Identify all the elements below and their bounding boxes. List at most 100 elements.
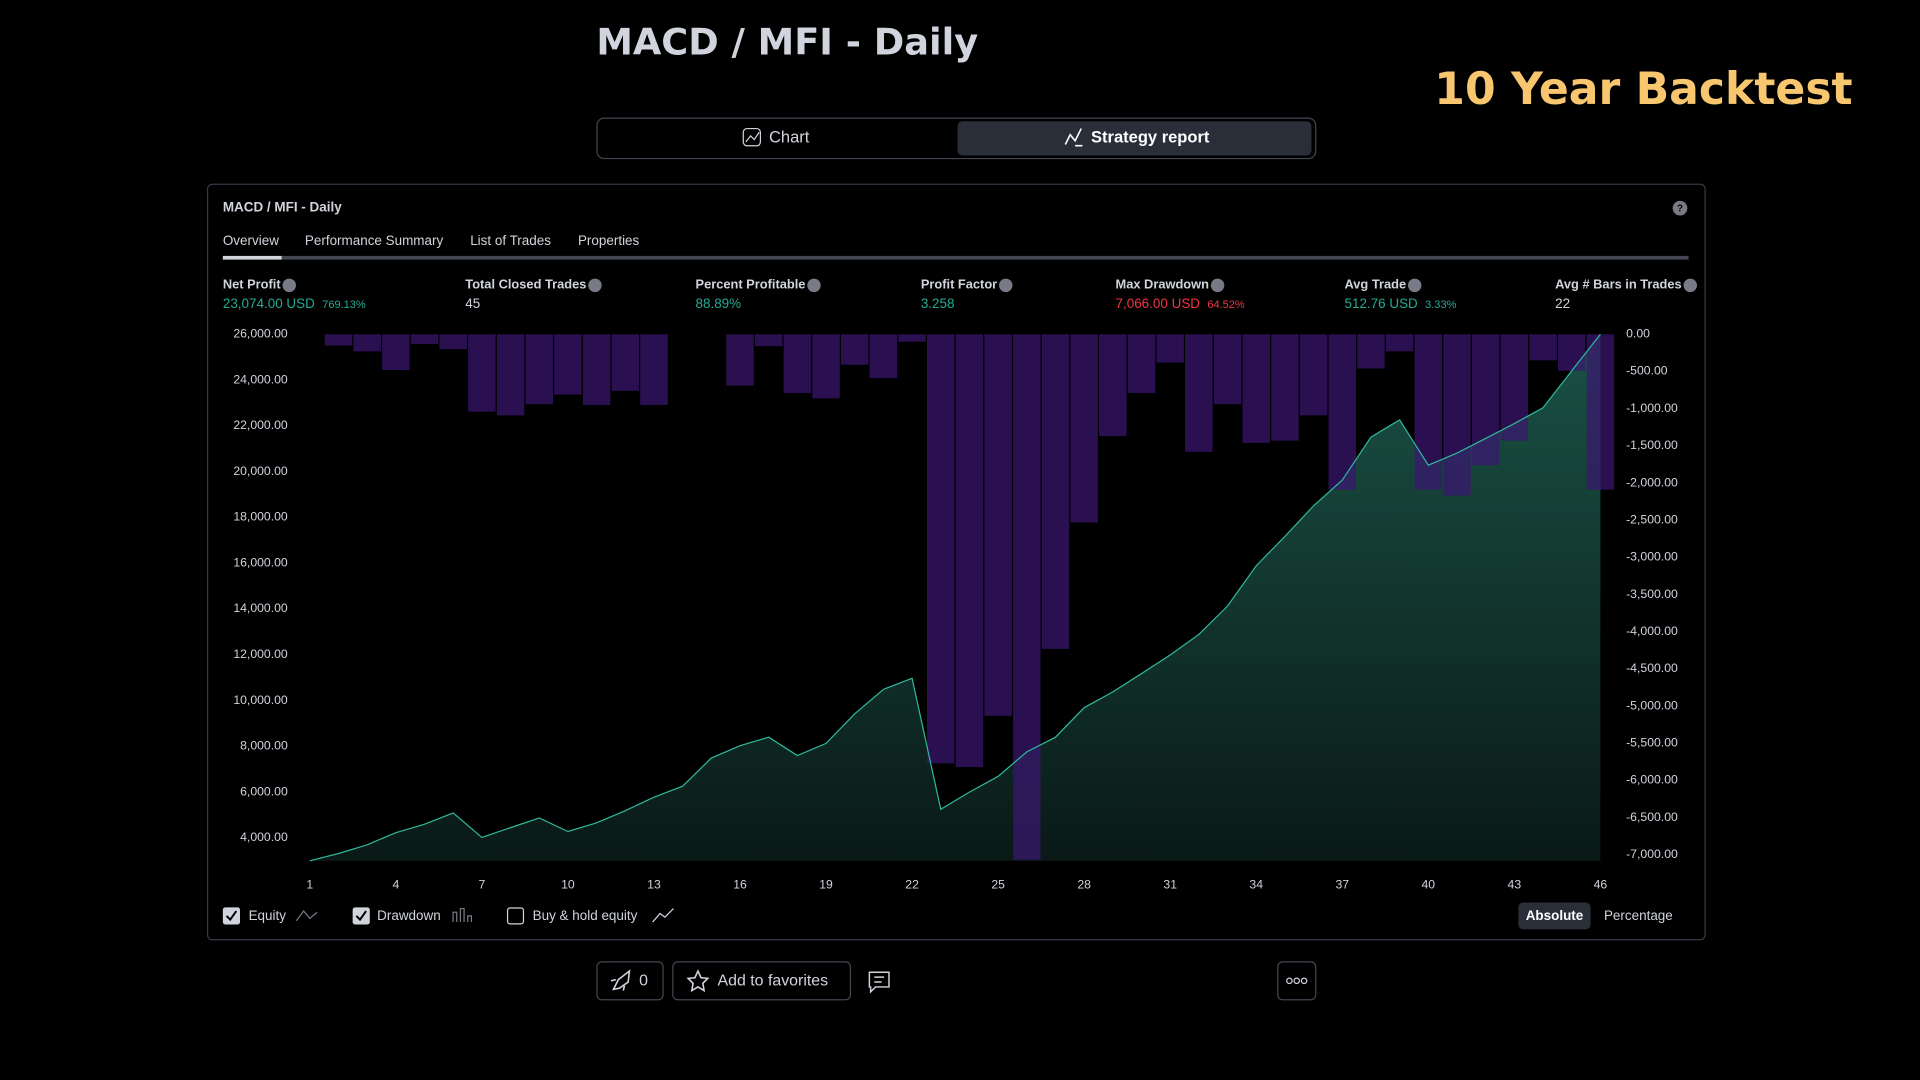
- y2-tick-label: -2,500.00: [1626, 512, 1678, 526]
- y-tick-label: 26,000.00: [233, 327, 288, 341]
- buy-hold-toggle[interactable]: Buy & hold equity: [506, 907, 674, 925]
- chart-tab[interactable]: Chart: [600, 121, 955, 155]
- y2-tick-label: -500.00: [1626, 364, 1668, 378]
- legend-label: Buy & hold equity: [533, 908, 638, 923]
- more-button[interactable]: [1277, 961, 1317, 1001]
- help-icon[interactable]: [1672, 200, 1688, 216]
- legend-label: Equity: [249, 908, 287, 923]
- y2-tick-label: -5,000.00: [1626, 698, 1678, 712]
- drawdown-bar: [783, 334, 812, 394]
- drawdown-toggle[interactable]: Drawdown: [352, 907, 473, 925]
- drawdown-bar: [1471, 334, 1500, 466]
- y2-tick-label: -1,000.00: [1626, 401, 1678, 415]
- info-icon: [999, 278, 1013, 293]
- strategy-icon: [1064, 128, 1083, 147]
- checkbox-checked[interactable]: [222, 907, 240, 925]
- stat-extra: 3.33%: [1425, 299, 1456, 311]
- drawdown-bar: [1500, 334, 1529, 441]
- y-tick-label: 10,000.00: [233, 693, 288, 707]
- drawdown-bar: [869, 334, 898, 379]
- x-tick-label: 22: [905, 878, 919, 892]
- rocket-icon: [610, 969, 631, 991]
- drawdown-bar: [1385, 334, 1414, 352]
- stat-extra: 64.52%: [1207, 299, 1245, 311]
- x-tick-label: 4: [392, 878, 399, 892]
- x-tick-label: 37: [1335, 878, 1349, 892]
- legend-label: Drawdown: [377, 908, 441, 923]
- equity-line: [309, 333, 1601, 862]
- info-icon: [1683, 278, 1698, 293]
- y-tick-label: 12,000.00: [233, 647, 288, 661]
- drawdown-bar: [1041, 334, 1070, 649]
- info-icon: [1210, 278, 1225, 293]
- check-mark: [225, 910, 238, 922]
- stat-extra: 769.13%: [322, 299, 366, 311]
- x-tick-label: 16: [733, 878, 747, 892]
- x-tick-label: 13: [647, 878, 661, 892]
- strategy-tab[interactable]: Strategy report: [957, 121, 1312, 156]
- boost-button[interactable]: [596, 961, 664, 1001]
- drawdown-bar: [1013, 334, 1041, 860]
- y2-tick-label: -2,000.00: [1626, 475, 1678, 489]
- x-tick-label: 43: [1508, 878, 1522, 892]
- mode-active-bg[interactable]: [1518, 902, 1591, 930]
- info-icon: [588, 278, 602, 293]
- drawdown-bar: [1529, 334, 1557, 361]
- buy-hold-icon: [652, 908, 674, 923]
- star-icon: [686, 969, 710, 993]
- drawdown-bar: [1127, 334, 1156, 394]
- stat-value: 3.258: [921, 296, 955, 311]
- checkbox-checked[interactable]: [352, 907, 370, 925]
- drawdown-bar: [410, 334, 439, 344]
- boost-count[interactable]: 0: [639, 973, 648, 990]
- drawdown-bar: [726, 334, 754, 386]
- stat-label: Profit Factor: [921, 277, 997, 292]
- chart-tab-label[interactable]: Chart: [769, 128, 810, 147]
- strategy-tab-label[interactable]: Strategy report: [1091, 128, 1210, 147]
- report-tab[interactable]: Properties: [578, 233, 640, 248]
- help-icon-mark: ?: [1677, 203, 1683, 214]
- stat-label: Total Closed Trades: [465, 277, 586, 292]
- y-tick-label: 16,000.00: [233, 555, 288, 569]
- y2-tick-label: 0.00: [1626, 327, 1650, 341]
- checkbox-empty[interactable]: [506, 907, 525, 925]
- drawdown-bar: [1271, 334, 1299, 441]
- x-tick-label: 46: [1594, 878, 1608, 892]
- drawdown-bar: [611, 334, 640, 391]
- report-tab[interactable]: Overview: [223, 233, 279, 248]
- y-tick-label: 18,000.00: [233, 510, 288, 524]
- equity-legend-icon: [295, 910, 318, 922]
- drawdown-bar: [439, 334, 467, 350]
- y2-tick-label: -4,000.00: [1626, 624, 1678, 638]
- x-tick-label: 1: [306, 878, 313, 892]
- report-tab[interactable]: List of Trades: [470, 233, 551, 248]
- drawdown-bar: [1099, 334, 1127, 437]
- drawdown-bar: [1213, 334, 1242, 405]
- mode-button[interactable]: Absolute: [1526, 908, 1584, 923]
- comment-icon[interactable]: [868, 971, 890, 994]
- drawdown-bar: [582, 334, 611, 405]
- check-mark: [355, 910, 367, 922]
- report-tab[interactable]: Performance Summary: [305, 233, 444, 248]
- drawdown-bar: [1357, 334, 1385, 369]
- drawdown-bar: [955, 334, 984, 768]
- strategy-tab-bg[interactable]: [957, 121, 1312, 156]
- drawdown-bar: [1414, 334, 1443, 490]
- mode-button[interactable]: Percentage: [1604, 908, 1673, 923]
- drawdown-bar: [1557, 334, 1586, 371]
- favorites-label[interactable]: Add to favorites: [718, 973, 829, 990]
- stat-value: 45: [465, 296, 480, 311]
- y2-tick-label: -1,500.00: [1626, 438, 1678, 452]
- equity-toggle[interactable]: Equity: [222, 907, 318, 925]
- y2-tick-label: -4,500.00: [1626, 661, 1678, 675]
- stat-value: 88.89%: [696, 296, 742, 311]
- drawdown-bar: [640, 334, 668, 405]
- drawdown-bar: [1328, 334, 1357, 490]
- favorites-button[interactable]: [672, 961, 852, 1001]
- y-tick-label: 20,000.00: [233, 464, 288, 478]
- chart-icon-line: [745, 131, 760, 143]
- drawdown-legend-icon: [452, 907, 473, 923]
- y-tick-label: 6,000.00: [240, 784, 288, 798]
- drawdown-bar: [1443, 334, 1471, 496]
